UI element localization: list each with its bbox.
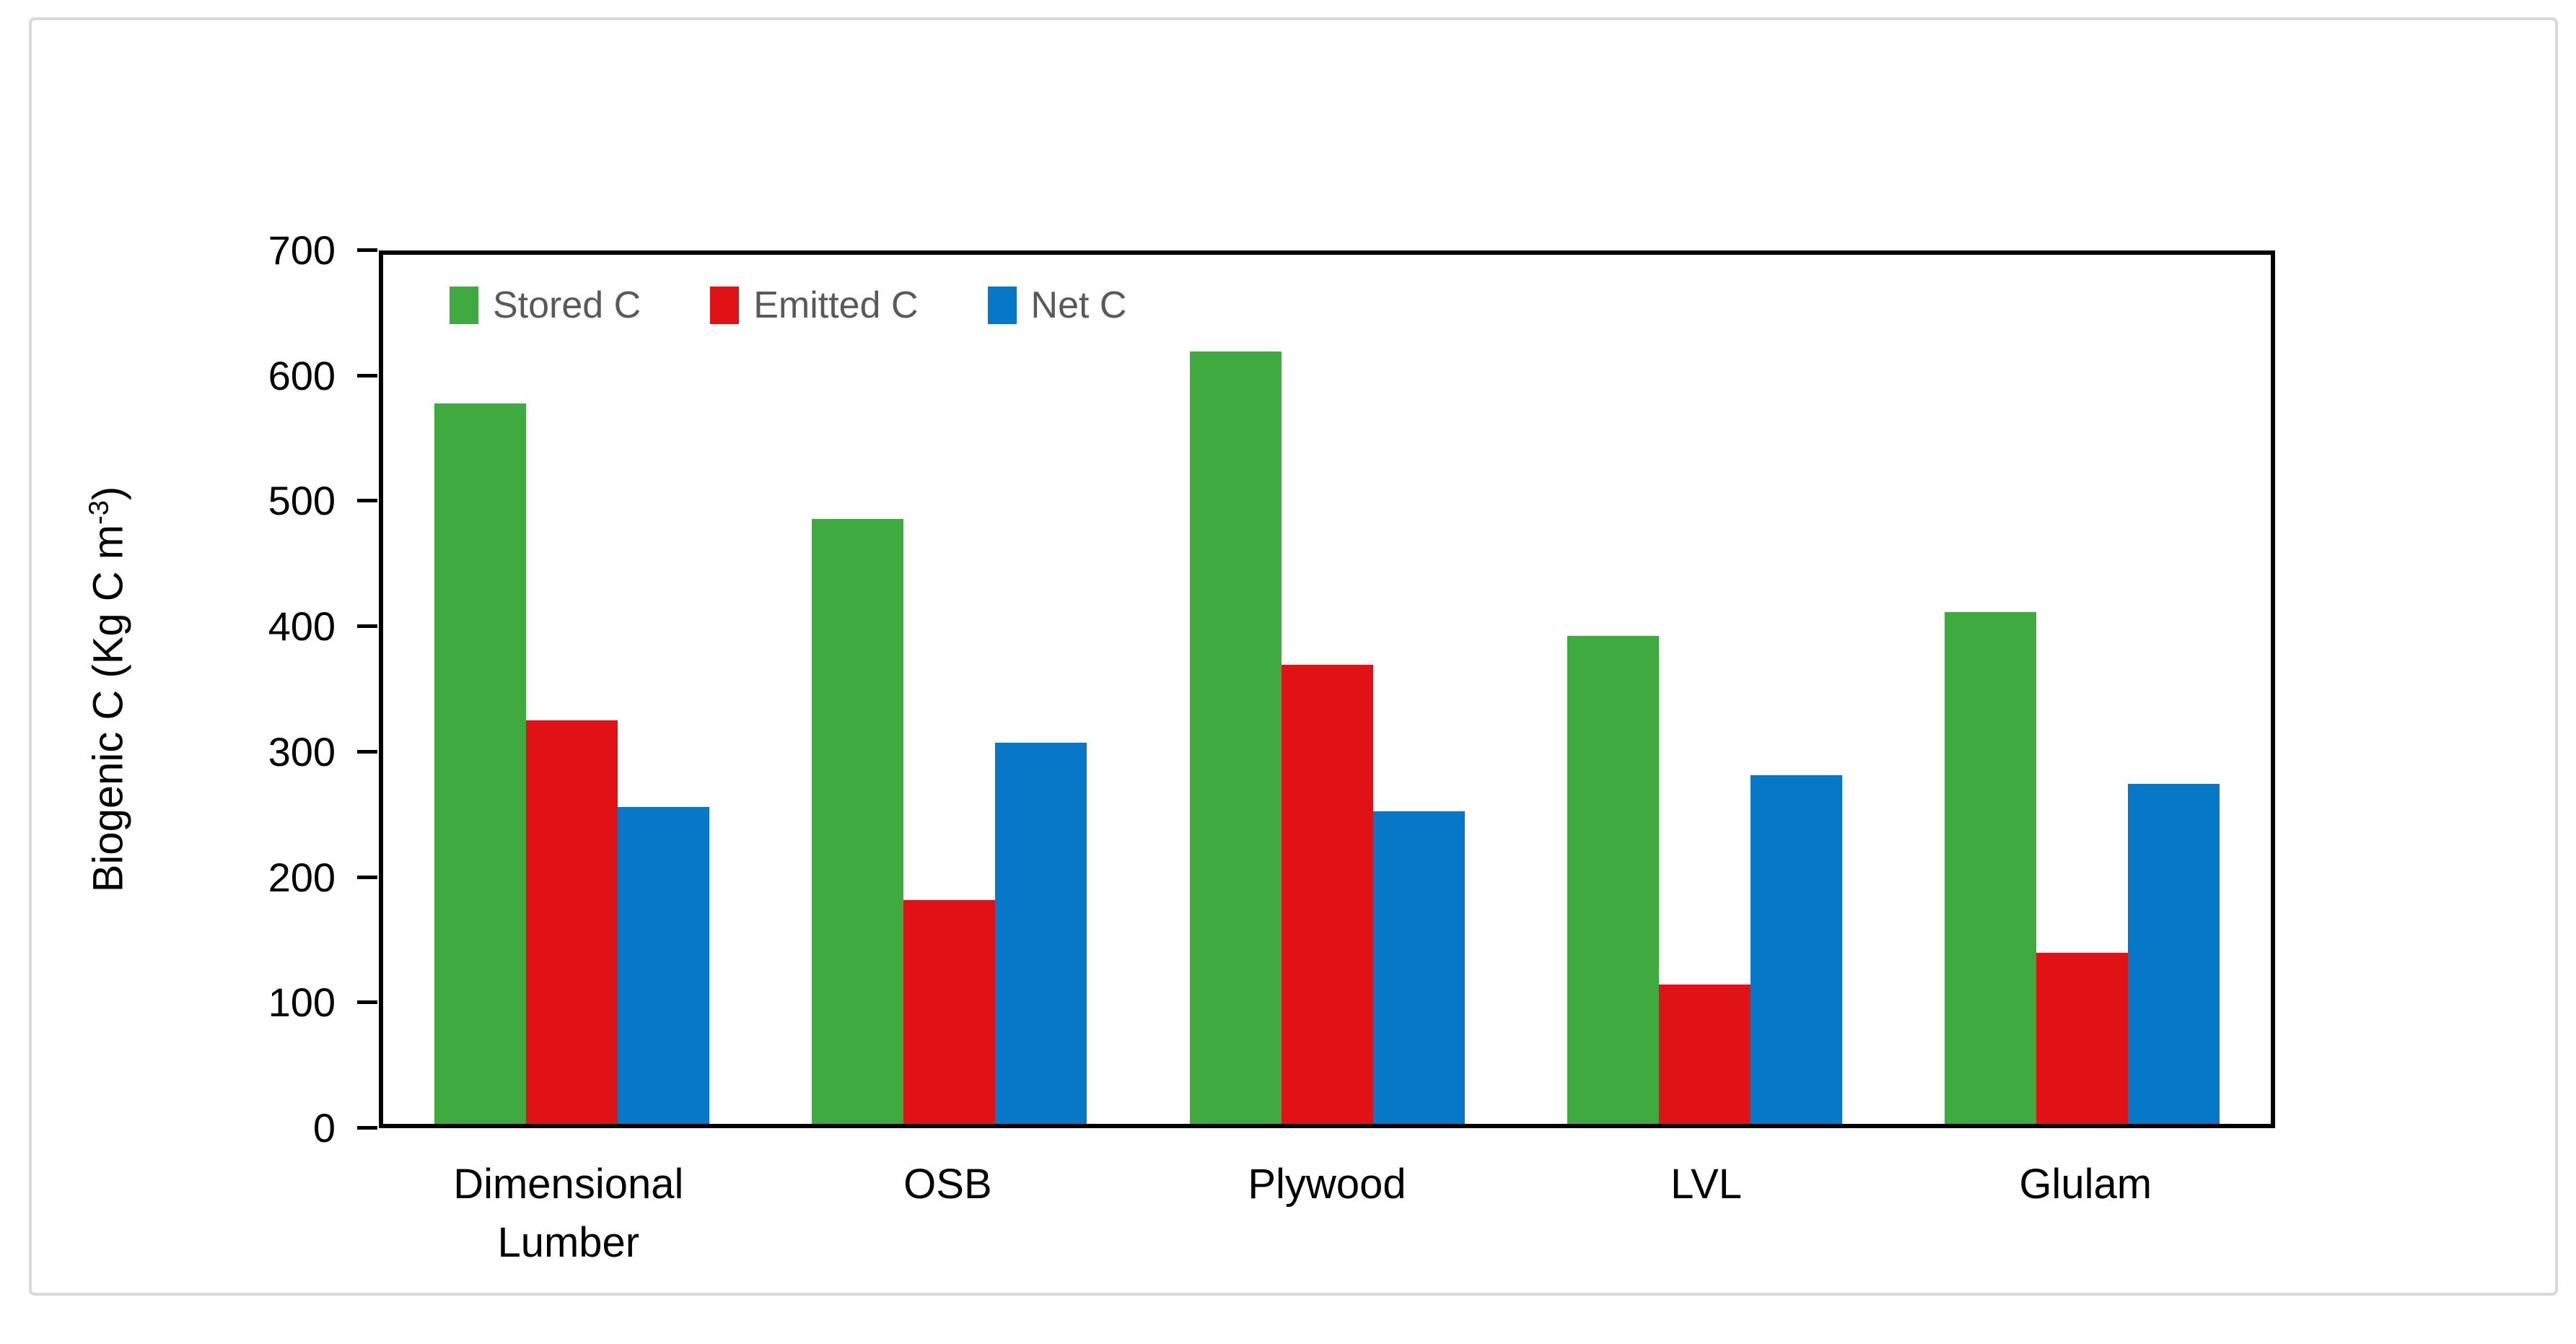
bar-emitted-c-dimensional-lumber — [526, 720, 618, 1124]
bar-group-glulam — [1893, 255, 2271, 1124]
bar-group-dimensional-lumber — [383, 255, 761, 1124]
y-tick-label-0: 0 — [312, 1105, 336, 1151]
y-tick-mark-100 — [357, 1000, 377, 1005]
y-tick-label-600: 600 — [268, 352, 336, 398]
x-label-slot: Glulam — [1896, 1155, 2275, 1272]
bar-group-lvl — [1516, 255, 1893, 1124]
bar-stored-c-dimensional-lumber — [434, 403, 527, 1124]
x-axis-label-lvl: LVL — [1670, 1161, 1743, 1208]
x-label-slot: LVL — [1517, 1155, 1896, 1272]
bar-net-c-dimensional-lumber — [618, 807, 710, 1124]
y-tick-mark-0 — [357, 1126, 377, 1130]
bar-emitted-c-osb — [903, 900, 996, 1124]
x-axis-label-dimensional-lumber: Dimensional Lumber — [453, 1161, 684, 1267]
y-axis-title-prefix: Biogenic C (Kg C m — [84, 524, 132, 893]
x-axis-label-plywood: Plywood — [1248, 1161, 1406, 1208]
bar-stored-c-glulam — [1944, 612, 2036, 1124]
bar-net-c-lvl — [1750, 774, 1842, 1124]
x-label-slot: Dimensional Lumber — [379, 1155, 758, 1272]
bar-net-c-plywood — [1372, 811, 1465, 1124]
y-tick-mark-400 — [357, 624, 377, 629]
y-tick-label-700: 700 — [268, 227, 336, 273]
legend-item-emitted-c: Emitted C — [710, 284, 919, 327]
bar-stored-c-osb — [812, 519, 904, 1124]
legend: Stored C Emitted C Net C — [450, 284, 1126, 327]
bar-groups — [383, 255, 2271, 1124]
bar-group-osb — [761, 255, 1138, 1124]
y-axis-title-text: Biogenic C (Kg C m-3) — [84, 486, 132, 892]
x-label-slot: OSB — [758, 1155, 1138, 1272]
legend-item-net-c: Net C — [987, 284, 1127, 327]
bar-net-c-osb — [995, 742, 1087, 1124]
legend-swatch-icon — [987, 287, 1017, 324]
x-axis-labels: Dimensional Lumber OSB Plywood LVL Glulam — [379, 1155, 2275, 1272]
y-tick-mark-500 — [357, 499, 377, 503]
y-tick-mark-700 — [357, 248, 377, 252]
y-tick-label-500: 500 — [268, 478, 336, 524]
legend-swatch-icon — [710, 287, 740, 324]
y-tick-mark-600 — [357, 373, 377, 378]
y-tick-label-200: 200 — [268, 854, 336, 900]
bar-stored-c-lvl — [1567, 636, 1659, 1124]
x-label-slot: Plywood — [1137, 1155, 1517, 1272]
legend-swatch-icon — [450, 287, 478, 324]
bar-emitted-c-lvl — [1658, 985, 1751, 1124]
legend-item-stored-c: Stored C — [450, 284, 641, 327]
plot-area: Stored C Emitted C Net C — [379, 250, 2275, 1128]
legend-label: Stored C — [493, 284, 641, 326]
y-tick-mark-300 — [357, 749, 377, 754]
y-tick-mark-200 — [357, 875, 377, 879]
y-tick-label-100: 100 — [268, 979, 336, 1026]
y-axis-title-suffix: ) — [84, 486, 132, 501]
y-tick-label-400: 400 — [268, 603, 336, 650]
x-axis-label-glulam: Glulam — [2019, 1161, 2152, 1208]
x-axis-label-osb: OSB — [903, 1161, 992, 1208]
bar-group-plywood — [1138, 255, 1515, 1124]
bar-net-c-glulam — [2127, 783, 2220, 1124]
bar-stored-c-plywood — [1189, 352, 1282, 1124]
bar-emitted-c-glulam — [2036, 952, 2128, 1124]
bar-emitted-c-plywood — [1281, 664, 1373, 1124]
y-axis-title-superscript: -3 — [84, 500, 115, 525]
legend-label: Emitted C — [753, 284, 919, 326]
y-tick-label-300: 300 — [268, 728, 336, 774]
legend-label: Net C — [1030, 284, 1127, 326]
